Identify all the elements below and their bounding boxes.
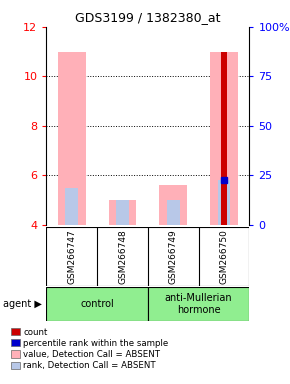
Text: GSM266749: GSM266749 <box>169 229 178 284</box>
Bar <box>210 51 238 225</box>
Bar <box>58 51 86 225</box>
Bar <box>148 287 249 321</box>
Bar <box>46 287 148 321</box>
Legend: count, percentile rank within the sample, value, Detection Call = ABSENT, rank, : count, percentile rank within the sample… <box>10 327 169 371</box>
Bar <box>218 180 230 225</box>
Text: GSM266750: GSM266750 <box>220 229 229 284</box>
Bar <box>159 185 187 225</box>
Bar <box>116 200 129 225</box>
Text: GSM266747: GSM266747 <box>67 229 76 284</box>
Text: agent ▶: agent ▶ <box>3 299 42 309</box>
Text: GSM266748: GSM266748 <box>118 229 127 284</box>
Bar <box>66 187 78 225</box>
Bar <box>108 200 137 225</box>
Bar <box>167 200 180 225</box>
Text: control: control <box>80 299 114 309</box>
Text: anti-Mullerian
hormone: anti-Mullerian hormone <box>165 293 233 314</box>
Title: GDS3199 / 1382380_at: GDS3199 / 1382380_at <box>75 11 221 24</box>
Bar <box>221 51 227 225</box>
